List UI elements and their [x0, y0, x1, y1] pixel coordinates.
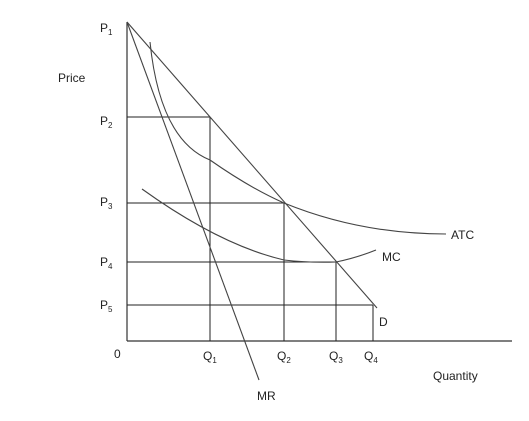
- demand-curve: [126, 21, 378, 309]
- quantity-label-q2: Q2: [277, 349, 291, 365]
- demand-label: D: [379, 315, 388, 329]
- quantity-label-q1: Q1: [203, 349, 217, 365]
- mc-curve: [141, 188, 377, 263]
- price-label-p2: P2: [100, 114, 113, 130]
- marginal-revenue-curve: [126, 21, 260, 381]
- atc-label: ATC: [451, 228, 474, 242]
- mr-label: MR: [257, 389, 276, 403]
- price-label-p1: P1: [100, 21, 113, 37]
- y-axis-title: Price: [58, 71, 86, 85]
- price-label-p5: P5: [100, 298, 113, 314]
- x-axis-title: Quantity: [433, 369, 478, 383]
- mc-label: MC: [382, 250, 401, 264]
- price-label-p4: P4: [100, 255, 113, 271]
- quantity-label-q3: Q3: [329, 349, 343, 365]
- origin-label: 0: [114, 347, 121, 361]
- quantity-label-q4: Q4: [364, 349, 378, 365]
- price-label-p3: P3: [100, 195, 113, 211]
- atc-curve: [149, 41, 447, 235]
